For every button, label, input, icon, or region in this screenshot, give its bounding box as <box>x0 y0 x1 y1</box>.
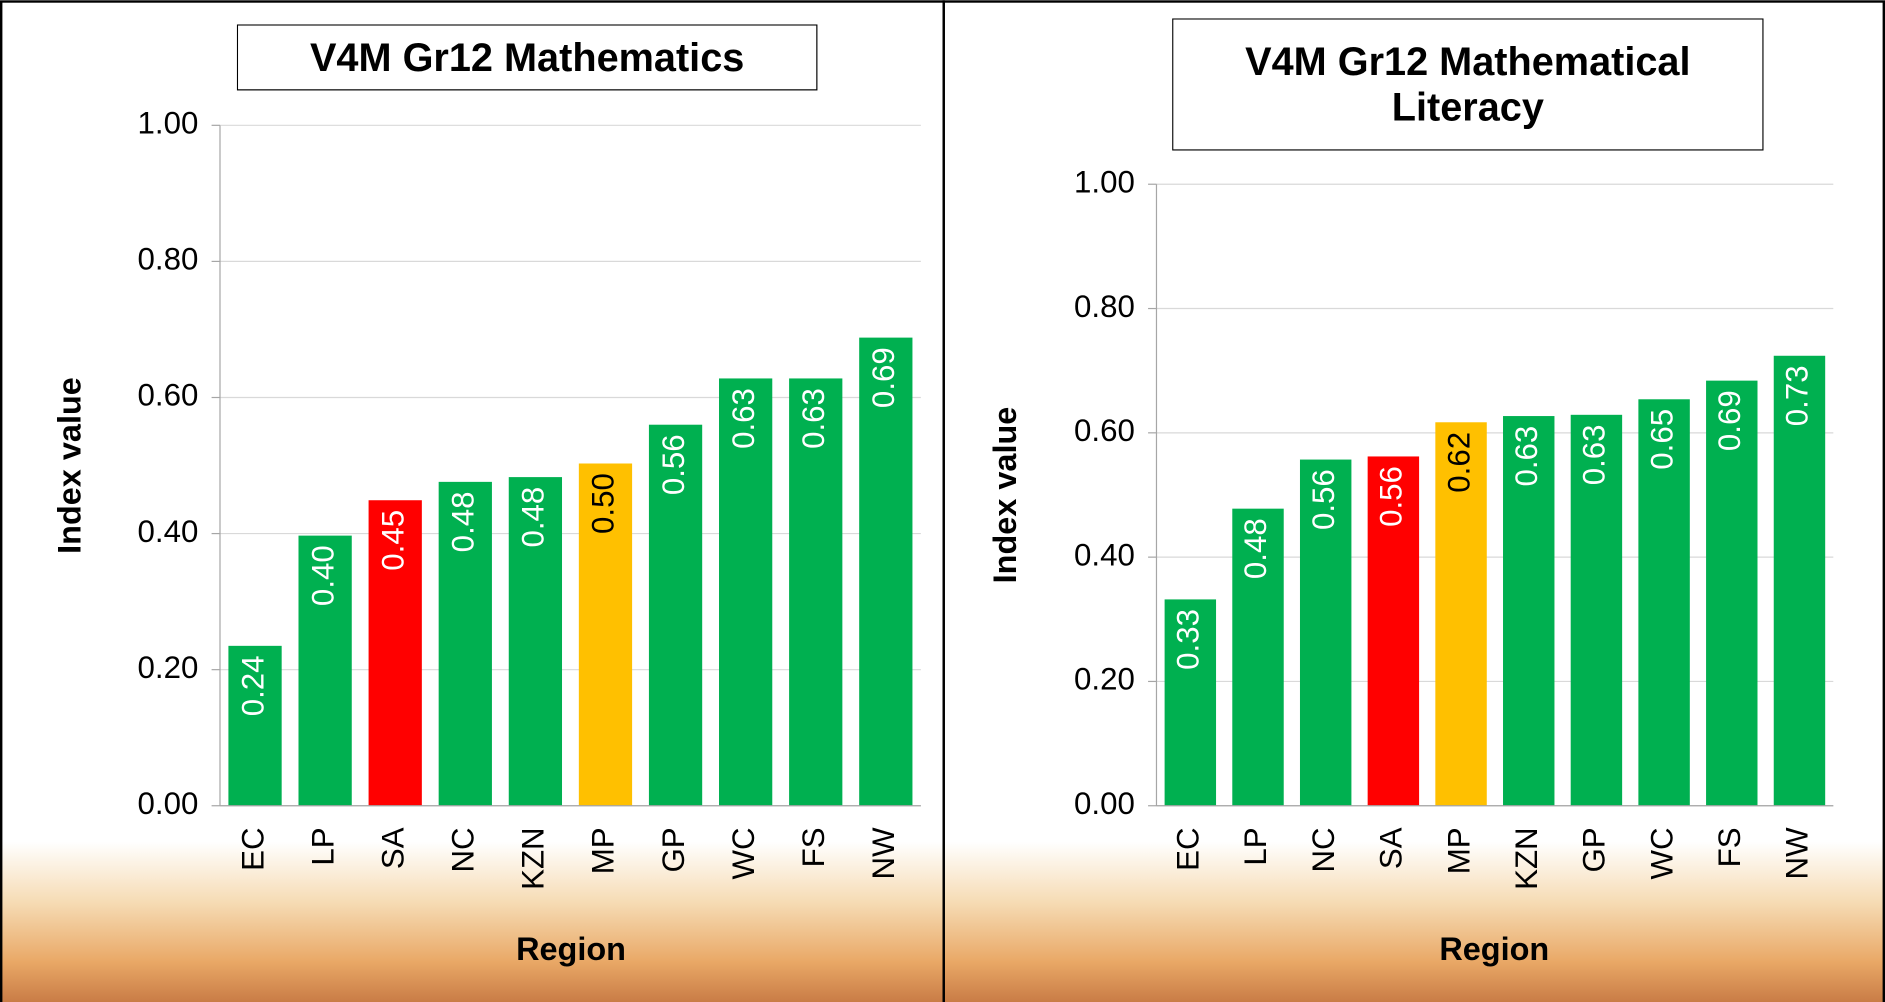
chart-title: V4M Gr12 Mathematical Literacy <box>1172 18 1764 151</box>
bar <box>1773 355 1826 806</box>
chart-title: V4M Gr12 Mathematics <box>236 24 818 91</box>
x-tick-label: SA <box>1374 827 1409 869</box>
bar <box>859 337 913 806</box>
x-tick-label: GP <box>1577 827 1612 872</box>
bar <box>508 477 563 806</box>
y-tick-label: 0.60 <box>138 378 199 413</box>
data-label: 0.48 <box>516 487 551 548</box>
bar <box>1299 459 1352 806</box>
bar <box>1638 399 1690 806</box>
bar <box>368 500 422 806</box>
x-tick-label: LP <box>1238 827 1273 865</box>
y-axis-title: Index value <box>52 377 88 554</box>
bar <box>438 481 492 806</box>
y-tick-label: 0.60 <box>1074 413 1135 448</box>
data-label: 0.56 <box>656 434 691 495</box>
data-label: 0.65 <box>1644 409 1679 470</box>
bar <box>1503 416 1555 806</box>
x-tick-label: FS <box>1712 827 1747 867</box>
y-axis-title: Index value <box>987 407 1023 584</box>
bar <box>1435 422 1487 806</box>
bar <box>228 645 282 806</box>
bar <box>1164 599 1217 806</box>
y-tick-label: 0.20 <box>138 650 199 685</box>
y-tick-label: 0.20 <box>1074 662 1135 697</box>
bar <box>578 463 633 806</box>
bar <box>1232 508 1284 806</box>
x-tick-label: FS <box>796 827 831 867</box>
data-label: 0.48 <box>446 491 481 552</box>
chart-title-box: V4M Gr12 Mathematics <box>236 24 818 91</box>
x-tick-label: MP <box>1441 827 1476 874</box>
data-label: 0.62 <box>1441 432 1476 493</box>
x-tick-label: WC <box>1644 827 1679 879</box>
y-tick-label: 0.80 <box>138 242 199 277</box>
data-label: 0.50 <box>586 473 621 534</box>
x-axis-title: Region <box>1439 931 1549 967</box>
data-label: 0.63 <box>796 388 831 449</box>
data-label: 0.45 <box>375 510 410 571</box>
bar <box>648 424 703 806</box>
data-label: 0.63 <box>726 388 761 449</box>
x-tick-label: LP <box>305 827 340 865</box>
x-tick-label: GP <box>656 827 691 872</box>
x-tick-label: EC <box>235 827 270 870</box>
data-label: 0.69 <box>866 347 901 408</box>
data-label: 0.56 <box>1306 469 1341 530</box>
y-tick-label: 1.00 <box>1074 164 1135 199</box>
x-tick-label: NC <box>1306 827 1341 872</box>
data-label: 0.24 <box>235 655 270 716</box>
x-axis-title: Region <box>516 931 626 967</box>
data-label: 0.69 <box>1712 390 1747 451</box>
x-tick-label: NW <box>866 827 901 880</box>
bar <box>789 378 843 806</box>
y-tick-label: 1.00 <box>138 106 199 141</box>
y-tick-label: 0.00 <box>138 786 199 821</box>
chart-title-box: V4M Gr12 Mathematical Literacy <box>1172 18 1764 151</box>
y-tick-label: 0.80 <box>1074 289 1135 324</box>
data-label: 0.33 <box>1171 609 1206 670</box>
x-tick-label: MP <box>586 827 621 874</box>
panel-border <box>942 0 1885 1002</box>
data-label: 0.63 <box>1577 424 1612 485</box>
bar <box>298 535 352 806</box>
data-label: 0.56 <box>1374 466 1409 527</box>
x-tick-label: KZN <box>516 827 551 889</box>
x-tick-label: EC <box>1171 827 1206 870</box>
data-label: 0.73 <box>1780 365 1815 426</box>
y-tick-label: 0.40 <box>1074 537 1135 572</box>
bar <box>1706 380 1758 806</box>
x-tick-label: KZN <box>1509 827 1544 889</box>
x-tick-label: NC <box>446 827 481 872</box>
data-label: 0.48 <box>1238 518 1273 579</box>
bar <box>719 378 773 806</box>
data-label: 0.40 <box>305 545 340 606</box>
bar <box>1570 414 1623 806</box>
data-label: 0.63 <box>1509 426 1544 487</box>
x-tick-label: WC <box>726 827 761 879</box>
x-tick-label: NW <box>1780 827 1815 880</box>
y-tick-label: 0.40 <box>138 514 199 549</box>
x-tick-label: SA <box>375 827 410 869</box>
bar <box>1367 456 1420 806</box>
y-tick-label: 0.00 <box>1074 786 1135 821</box>
